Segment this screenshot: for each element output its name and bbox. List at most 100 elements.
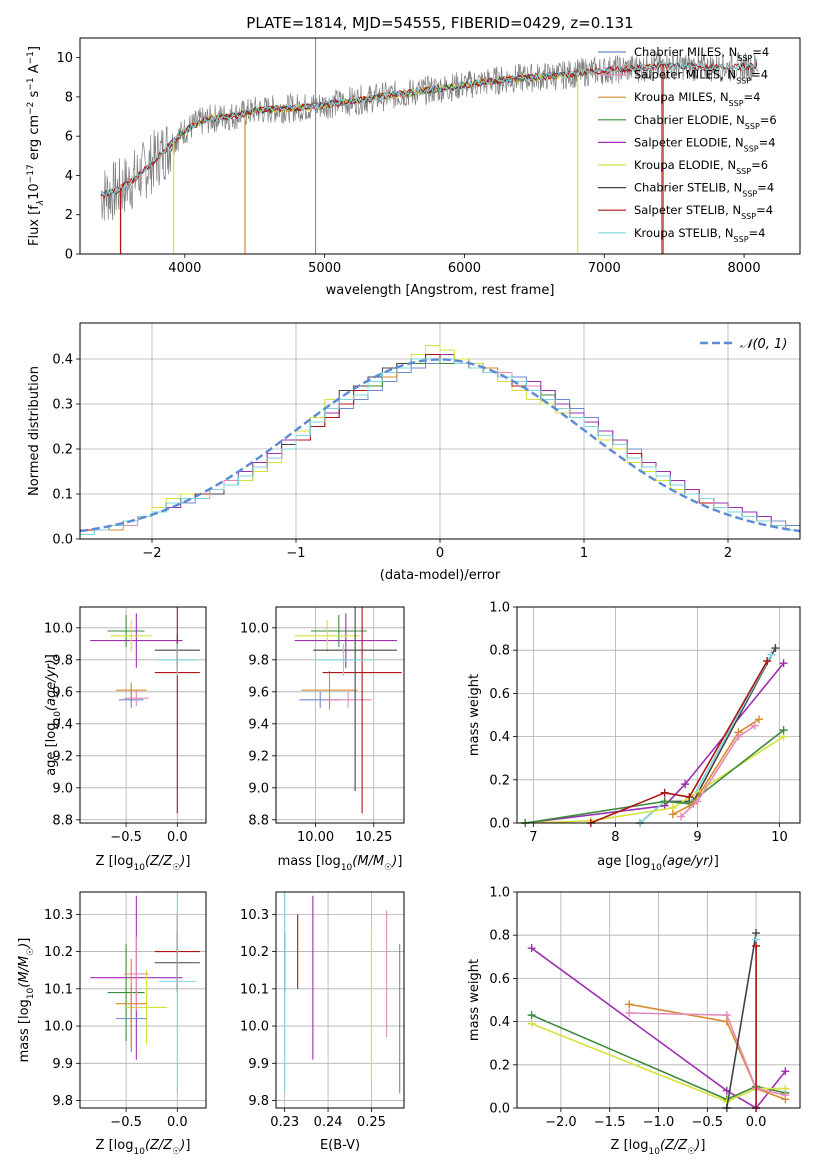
x-tick-label: 0	[436, 546, 444, 561]
weight-marker	[625, 1000, 634, 1009]
model-line-kroupa-stelib	[100, 61, 758, 196]
residuals-x-label: (data-model)/error	[380, 568, 501, 583]
weight-vs-age-y-label: mass weight	[467, 674, 482, 756]
weight-marker	[527, 944, 536, 953]
weight-line-kroupa-elodie	[531, 1023, 786, 1103]
y-tick-label: 0.8	[489, 929, 510, 944]
y-tick-label: 9.4	[248, 717, 269, 732]
age-vs-z-y-label: age [log10(age/yr)]	[44, 654, 63, 776]
weight-line-chabrier-stelib	[726, 932, 757, 1108]
y-tick-label: 0.4	[52, 353, 73, 368]
y-tick-label: 8.8	[52, 813, 73, 828]
legend-entry: Chabrier STELIB, NSSP=4	[634, 181, 774, 199]
mass-vs-ebv-x-label: E(B-V)	[320, 1138, 360, 1153]
x-tick-label: −0.5	[692, 1115, 724, 1130]
weight-marker	[685, 793, 694, 802]
weight-line-chabrier-elodie	[525, 729, 785, 823]
x-tick-label: 6000	[448, 261, 481, 276]
mass_vs_EBV-frame	[275, 891, 405, 1109]
x-tick-label: −1.5	[594, 1115, 626, 1130]
x-tick-label: 8	[611, 830, 619, 845]
weight-marker	[763, 657, 772, 665]
y-tick-label: 9.8	[248, 1094, 269, 1109]
weight-line-chabrier-elodie	[531, 1014, 786, 1101]
y-tick-label: 10.0	[240, 621, 269, 636]
weight-marker	[752, 942, 761, 950]
y-tick-label: 9.2	[248, 749, 269, 764]
weight-vs-age-x-label: age [log10(age/yr)]	[597, 854, 719, 873]
mass_vs_Z-frame	[79, 891, 207, 1109]
legend-entry: Kroupa MILES, NSSP=4	[634, 90, 760, 108]
y-tick-label: 0.2	[52, 443, 73, 458]
normal-legend-label: 𝒩(0, 1)	[740, 337, 787, 352]
y-tick-label: 9.4	[52, 717, 73, 732]
y-tick-label: 10.2	[44, 945, 73, 960]
x-tick-label: 5000	[308, 261, 341, 276]
y-tick-label: 9.8	[52, 1094, 73, 1109]
weight-marker	[527, 1019, 536, 1028]
age_vs_mass-frame	[275, 606, 405, 824]
y-tick-label: 9.6	[52, 685, 73, 700]
age_vs_Z-frame	[79, 606, 207, 824]
y-tick-label: 2	[65, 208, 73, 223]
residuals-y-label: Normed distribution	[27, 366, 42, 496]
legend-entry: Kroupa ELODIE, NSSP=6	[634, 158, 768, 176]
model-line-chabrier-stelib	[100, 62, 758, 197]
y-tick-label: 0.3	[52, 398, 73, 413]
x-tick-label: −2	[142, 546, 161, 561]
model-line-salpeter-miles	[120, 65, 660, 189]
weight-marker	[660, 797, 669, 806]
weight-marker	[771, 644, 780, 653]
y-tick-label: 0	[65, 248, 73, 263]
model-line-kroupa-miles	[120, 63, 660, 191]
x-tick-label: 2	[724, 546, 732, 561]
weight-marker	[527, 1011, 536, 1020]
x-tick-label: 0.25	[357, 1115, 386, 1130]
y-tick-label: 0.6	[489, 972, 510, 987]
y-tick-label: 6	[65, 130, 73, 145]
y-tick-label: 10.1	[44, 982, 73, 997]
y-tick-label: 4	[65, 169, 73, 184]
weight-marker	[722, 1011, 731, 1020]
model-line-salpeter-stelib	[100, 62, 758, 199]
y-tick-label: 9.6	[248, 685, 269, 700]
weight-marker	[734, 732, 743, 741]
y-tick-label: 10	[56, 51, 73, 66]
x-tick-label: −1.0	[643, 1115, 675, 1130]
legend-entry: Chabrier MILES, NSSP=4	[634, 45, 769, 63]
weight-marker	[781, 1067, 790, 1076]
weight-marker	[750, 721, 759, 730]
spectrum-legend: Chabrier MILES, NSSP=4 Salpeter MILES, NS…	[598, 45, 777, 243]
y-tick-label: 0.0	[489, 1102, 510, 1117]
x-tick-label: 4000	[168, 261, 201, 276]
y-tick-label: 9.9	[248, 1057, 269, 1072]
x-tick-label: 8000	[728, 261, 761, 276]
figure-title: PLATE=1814, MJD=54555, FIBERID=0429, z=0…	[246, 14, 633, 32]
age-vs-z-x-label: Z [log10(Z/Z☉)]	[96, 854, 191, 873]
y-tick-label: 9.2	[52, 749, 73, 764]
spectrum-y-label: Flux [fλ10−17 erg cm−2 s−1 A−1]	[26, 46, 46, 246]
y-tick-label: 0.2	[489, 773, 510, 788]
weight-line-salpeter-elodie	[525, 662, 785, 823]
x-tick-label: 0.0	[167, 830, 188, 845]
weight-marker	[668, 810, 677, 819]
weight-vs-z-y-label: mass weight	[467, 959, 482, 1041]
legend-entry: Salpeter STELIB, NSSP=4	[634, 203, 773, 221]
x-tick-label: 10	[771, 830, 788, 845]
y-tick-label: 0.4	[489, 1015, 510, 1030]
x-tick-label: 7000	[588, 261, 621, 276]
x-tick-label: 0.0	[167, 1115, 188, 1130]
weight-marker	[767, 650, 776, 659]
x-tick-label: 10.25	[355, 830, 392, 845]
y-tick-label: 9.9	[52, 1057, 73, 1072]
y-tick-label: 10.0	[240, 1020, 269, 1035]
weight-line-kroupa-miles	[672, 718, 760, 816]
age_vs_mass-axes: 10.00 10.25 8.8 9.0 9.2 9.4 9.6 9.8 10.0	[240, 607, 404, 845]
legend-entry: Chabrier ELODIE, NSSP=6	[634, 113, 777, 131]
weight-line-kroupa-miles	[629, 1003, 786, 1101]
y-tick-label: 0.0	[489, 817, 510, 832]
y-tick-label: 9.8	[52, 653, 73, 668]
normal-curve	[80, 358, 800, 533]
x-tick-label: −2.0	[545, 1115, 577, 1130]
